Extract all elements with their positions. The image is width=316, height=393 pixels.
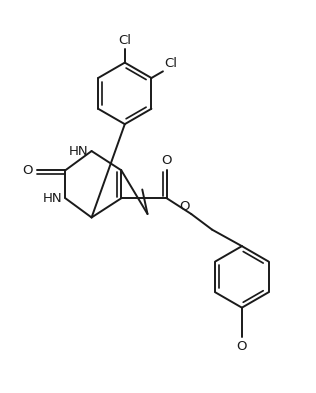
Text: Cl: Cl bbox=[164, 57, 177, 70]
Text: HN: HN bbox=[43, 192, 63, 205]
Text: O: O bbox=[179, 200, 190, 213]
Text: HN: HN bbox=[69, 145, 89, 158]
Text: O: O bbox=[23, 164, 33, 177]
Text: Cl: Cl bbox=[118, 34, 131, 47]
Text: O: O bbox=[161, 154, 172, 167]
Text: O: O bbox=[237, 340, 247, 353]
